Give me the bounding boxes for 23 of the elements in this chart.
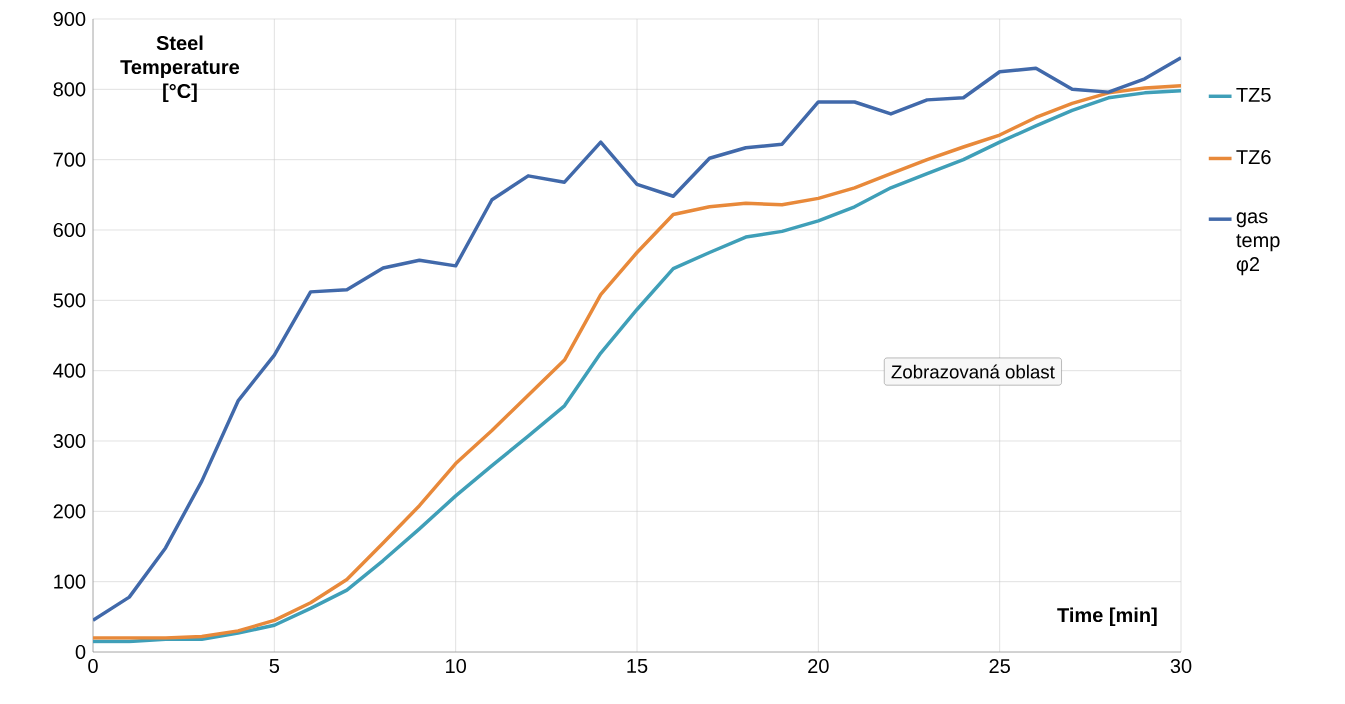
y-tick-label: 200 (53, 504, 86, 519)
x-tick-label: 0 (88, 658, 98, 674)
legend-label: TZ5 (1236, 87, 1271, 102)
y-tick-label: 0 (75, 644, 86, 660)
y-axis-title: Steel Temperature [°C] (120, 35, 240, 103)
y-tick-label: 400 (53, 363, 86, 378)
y-tick-label: 800 (53, 82, 86, 97)
x-tick-label: 5 (269, 658, 280, 673)
y-tick-label: 500 (53, 293, 86, 308)
annotation: Zobrazovaná oblast (891, 364, 1055, 379)
y-tick-label: 900 (53, 11, 86, 27)
y-tick-label: 300 (53, 433, 86, 449)
legend-label: gas temp φ2 (1236, 212, 1280, 276)
y-tick-label: 600 (53, 222, 86, 238)
x-axis-title: Time [min] (1057, 607, 1157, 627)
x-tick-label: 10 (446, 658, 466, 674)
y-tick-label: 100 (54, 574, 86, 589)
x-tick-label: 15 (627, 658, 648, 673)
y-tick-label: 700 (53, 152, 86, 167)
x-tick-label: 20 (808, 658, 829, 674)
legend-label: TZ6 (1236, 149, 1271, 165)
x-tick-label: 25 (989, 658, 1010, 674)
x-tick-label: 30 (1170, 658, 1192, 674)
